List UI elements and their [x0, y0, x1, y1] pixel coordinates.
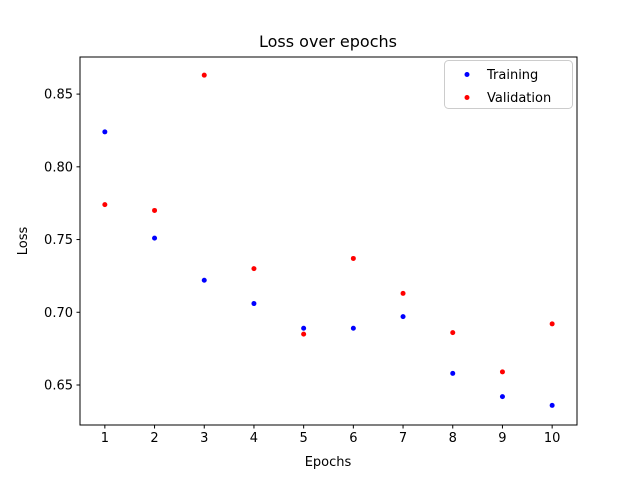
legend-label-training: Training — [486, 68, 538, 83]
legend: Training Validation — [444, 60, 573, 109]
point-training — [152, 235, 158, 241]
legend-marker-training-icon — [464, 72, 470, 77]
y-axis-ticks: 0.65 0.70 0.75 0.80 0.85 — [44, 88, 80, 394]
axes-spines — [79, 56, 578, 426]
y-tick-label: 0.80 — [44, 160, 73, 175]
plot-area — [80, 57, 577, 425]
y-tick-label: 0.85 — [44, 88, 73, 103]
point-training — [201, 277, 207, 283]
x-tick-label: 4 — [250, 431, 258, 446]
y-axis-label: Loss — [16, 227, 31, 256]
point-validation — [301, 331, 307, 337]
point-training — [549, 402, 555, 408]
legend-box — [444, 60, 573, 109]
point-validation — [152, 207, 158, 213]
x-tick-label: 6 — [349, 431, 357, 446]
x-tick-label: 8 — [449, 431, 457, 446]
x-tick-label: 7 — [399, 431, 407, 446]
x-tick-label: 10 — [544, 431, 561, 446]
legend-marker-validation-icon — [464, 95, 470, 100]
point-training — [350, 325, 356, 331]
point-validation — [102, 202, 108, 208]
point-validation — [400, 290, 406, 296]
point-training — [400, 314, 406, 320]
point-training — [102, 129, 108, 135]
point-training — [251, 301, 257, 307]
legend-label-validation: Validation — [487, 91, 551, 106]
point-training — [301, 325, 307, 331]
x-tick-label: 9 — [498, 431, 506, 446]
point-validation — [549, 321, 555, 327]
data-points — [102, 72, 555, 408]
point-validation — [251, 266, 257, 272]
chart-title: Loss over epochs — [259, 32, 397, 51]
x-tick-label: 3 — [200, 431, 208, 446]
point-training — [499, 394, 505, 400]
y-tick-label: 0.65 — [44, 379, 73, 394]
point-validation — [499, 369, 505, 375]
point-validation — [350, 255, 356, 261]
y-tick-label: 0.70 — [44, 306, 73, 321]
x-axis-label: Epochs — [305, 455, 352, 470]
x-tick-label: 2 — [150, 431, 158, 446]
point-training — [450, 370, 456, 376]
y-tick-label: 0.75 — [44, 233, 73, 248]
x-tick-label: 5 — [300, 431, 308, 446]
x-tick-label: 1 — [101, 431, 109, 446]
point-validation — [450, 330, 456, 336]
point-validation — [201, 72, 207, 78]
x-axis-ticks: 1 2 3 4 5 6 7 8 9 10 — [101, 425, 561, 446]
